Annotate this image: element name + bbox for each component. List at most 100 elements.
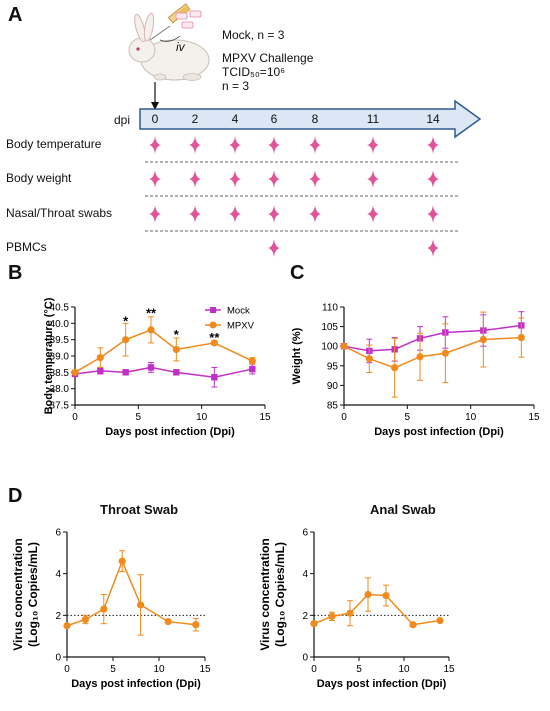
- sample-marker: [268, 136, 280, 154]
- x-tick-label: 0: [72, 412, 78, 423]
- data-point: [147, 364, 155, 371]
- y-tick-label: 105: [321, 322, 338, 333]
- significance-marker: **: [146, 306, 157, 321]
- y-axis-label-line2: (Log₁₀ Copies/mL): [273, 542, 287, 647]
- x-tick-label: 10: [196, 412, 208, 423]
- throat-swab-title: Throat Swab: [100, 502, 179, 517]
- panel-label-d: D: [8, 485, 23, 507]
- significance-marker: **: [209, 330, 220, 345]
- y-tick-label: 90: [327, 381, 339, 392]
- sample-marker: [229, 136, 241, 154]
- x-tick-label: 15: [528, 412, 540, 423]
- data-point: [147, 326, 155, 334]
- sample-marker: [268, 239, 280, 257]
- panel-label-a: A: [8, 4, 23, 26]
- chart-d2: 0 2 4 6 0 5 10 15 Days post infection (Dpi) Virus…: [258, 528, 455, 691]
- sample-marker: [367, 136, 379, 154]
- data-point: [122, 336, 130, 344]
- data-point: [71, 368, 79, 376]
- sample-marker: [268, 205, 280, 223]
- sample-marker: [268, 170, 280, 188]
- significance-marker: *: [123, 314, 129, 329]
- x-tick-label: 0: [341, 412, 347, 423]
- y-tick-label: 38.0: [50, 384, 70, 395]
- day-label: 11: [366, 112, 380, 126]
- sample-marker: [149, 170, 161, 188]
- x-tick-label: 10: [153, 664, 165, 675]
- data-point: [441, 349, 449, 357]
- y-tick-label: 39.0: [50, 352, 70, 363]
- mock-group-text: Mock, n = 3: [222, 28, 285, 42]
- data-point: [164, 617, 172, 626]
- timeline-arrow-shape: [139, 99, 482, 139]
- x-tick-label: 10: [465, 412, 477, 423]
- sample-marker: [189, 170, 201, 188]
- iv-label: iv: [176, 40, 185, 54]
- data-point: [137, 601, 145, 609]
- data-point: [416, 353, 424, 361]
- y-tick-label: 0: [302, 653, 308, 664]
- data-point: [346, 609, 354, 617]
- data-point: [172, 345, 180, 354]
- y-axis-label: Body temperature (°C): [43, 297, 55, 414]
- challenge-text-line3: n = 3: [222, 79, 250, 93]
- data-point: [122, 369, 129, 376]
- sample-marker: [189, 136, 201, 154]
- data-point: [310, 620, 318, 628]
- sample-marker: [229, 170, 241, 188]
- y-tick-label: 110: [322, 303, 338, 314]
- schedule-row-label: Body weight: [6, 171, 72, 185]
- y-axis-label: Weight (%): [291, 327, 303, 384]
- y-tick-label: 4: [55, 569, 61, 580]
- panel-label-c: C: [290, 262, 305, 284]
- y-axis-label-line1: Virus concentration: [258, 538, 272, 650]
- legend-marker: [210, 307, 216, 313]
- sample-marker: [309, 170, 321, 188]
- challenge-text-line1: MPXV Challenge: [222, 51, 314, 65]
- sample-marker: [309, 136, 321, 154]
- sample-marker: [427, 239, 439, 257]
- data-point: [409, 621, 417, 629]
- y-tick-label: 40.0: [50, 319, 70, 330]
- x-tick-label: 15: [443, 664, 455, 675]
- sample-marker: [149, 205, 161, 223]
- data-point: [96, 354, 104, 362]
- day-label: 8: [311, 112, 319, 126]
- sample-marker: [427, 205, 439, 223]
- y-axis-label-line1: Virus concentration: [11, 538, 25, 650]
- sample-marker: [427, 136, 439, 154]
- y-tick-label: 95: [327, 361, 339, 372]
- data-point: [340, 342, 348, 350]
- data-point: [211, 374, 218, 381]
- data-point: [328, 612, 336, 620]
- dpi-label: dpi: [114, 113, 131, 127]
- legend-label: MPXV: [227, 321, 255, 332]
- data-point: [81, 615, 89, 624]
- data-point: [248, 357, 256, 365]
- y-tick-label: 39.5: [50, 335, 70, 346]
- y-tick-label: 6: [302, 528, 308, 539]
- sample-marker: [427, 170, 439, 188]
- schedule-row-label: Body temperature: [6, 137, 102, 151]
- data-point: [173, 369, 180, 376]
- y-tick-label: 85: [327, 401, 339, 412]
- data-point: [364, 590, 372, 599]
- y-tick-label: 40.5: [50, 303, 70, 314]
- x-tick-label: 15: [199, 664, 211, 675]
- x-tick-label: 5: [405, 412, 411, 423]
- challenge-text-line2: TCID₅₀=10⁶: [222, 65, 286, 79]
- day-label: 14: [426, 112, 440, 126]
- schedule-row-label: Nasal/Throat swabs: [6, 206, 113, 220]
- schedule-row-label: PBMCs: [6, 240, 47, 254]
- sample-marker: [367, 170, 379, 188]
- data-point: [118, 557, 126, 565]
- anal-swab-title: Anal Swab: [370, 502, 436, 517]
- y-tick-label: 2: [55, 611, 61, 622]
- sample-marker: [367, 205, 379, 223]
- chart-c: 85 90 95 100 105 110 0 5 10 15 Days post infection…: [291, 303, 540, 439]
- y-tick-label: 37.5: [50, 401, 70, 412]
- day-label: 6: [270, 112, 278, 126]
- x-tick-label: 15: [259, 412, 271, 423]
- data-point: [249, 365, 256, 373]
